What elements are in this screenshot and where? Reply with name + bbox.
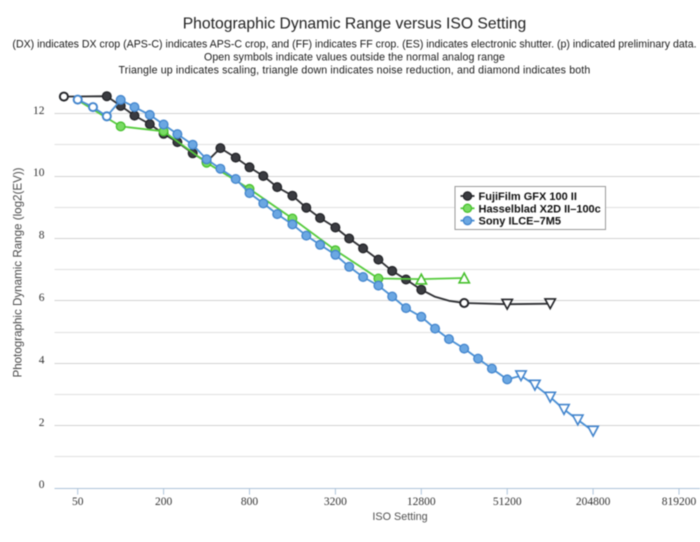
svg-text:12: 12 — [33, 105, 45, 117]
svg-text:12800: 12800 — [407, 496, 436, 508]
svg-text:Photographic Dynamic Range ver: Photographic Dynamic Range versus ISO Se… — [183, 15, 527, 32]
svg-text:8: 8 — [39, 230, 45, 242]
svg-text:Hasselblad X2D II–100c: Hasselblad X2D II–100c — [479, 203, 601, 215]
svg-text:50: 50 — [72, 496, 84, 508]
svg-text:204800: 204800 — [576, 496, 611, 508]
svg-text:ISO Setting: ISO Setting — [372, 511, 427, 523]
svg-text:4: 4 — [39, 354, 45, 366]
svg-text:200: 200 — [155, 496, 173, 508]
svg-text:2: 2 — [39, 417, 45, 429]
svg-text:6: 6 — [39, 292, 45, 304]
svg-text:FujiFilm GFX 100 II: FujiFilm GFX 100 II — [479, 191, 577, 203]
svg-text:Photographic Dynamic Range (lo: Photographic Dynamic Range (log2(EV)) — [12, 167, 25, 377]
svg-text:800: 800 — [241, 496, 259, 508]
svg-text:819200: 819200 — [662, 496, 697, 508]
svg-text:Sony ILCE–7M5: Sony ILCE–7M5 — [479, 216, 562, 228]
svg-text:Triangle up indicates scaling,: Triangle up indicates scaling, triangle … — [119, 65, 591, 77]
svg-text:Open symbols indicate values o: Open symbols indicate values outside the… — [204, 52, 505, 64]
svg-text:0: 0 — [39, 479, 45, 491]
svg-text:3200: 3200 — [324, 496, 347, 508]
svg-text:10: 10 — [33, 167, 45, 179]
svg-text:(DX) indicates DX crop (APS-C): (DX) indicates DX crop (APS-C) indicates… — [12, 39, 696, 51]
svg-text:51200: 51200 — [493, 496, 522, 508]
